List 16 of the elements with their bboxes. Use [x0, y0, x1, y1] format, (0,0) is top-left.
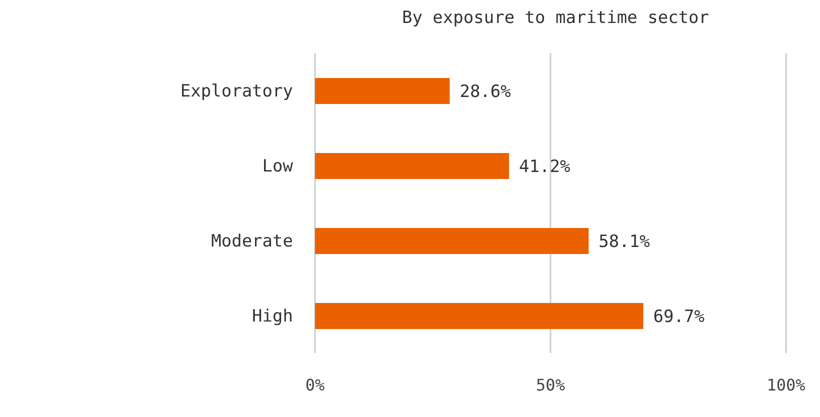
y-tick-label: Moderate [211, 232, 293, 252]
data-label: 41.2% [519, 157, 570, 178]
bar [315, 153, 510, 179]
x-tick-label: 0% [305, 375, 325, 394]
y-tick-label: Exploratory [180, 82, 293, 102]
bar [315, 78, 450, 104]
data-label: 28.6% [460, 82, 511, 102]
data-label: 58.1% [598, 232, 650, 252]
data-label: 69.7% [653, 307, 704, 328]
bar [315, 228, 589, 254]
chart-title: By exposure to maritime sector [400, 8, 710, 28]
y-tick-label: Low [262, 156, 294, 177]
y-tick-label: High [252, 306, 293, 327]
x-tick-label: 50% [536, 375, 566, 394]
x-tick-label: 100% [766, 375, 806, 394]
bar [315, 303, 644, 329]
